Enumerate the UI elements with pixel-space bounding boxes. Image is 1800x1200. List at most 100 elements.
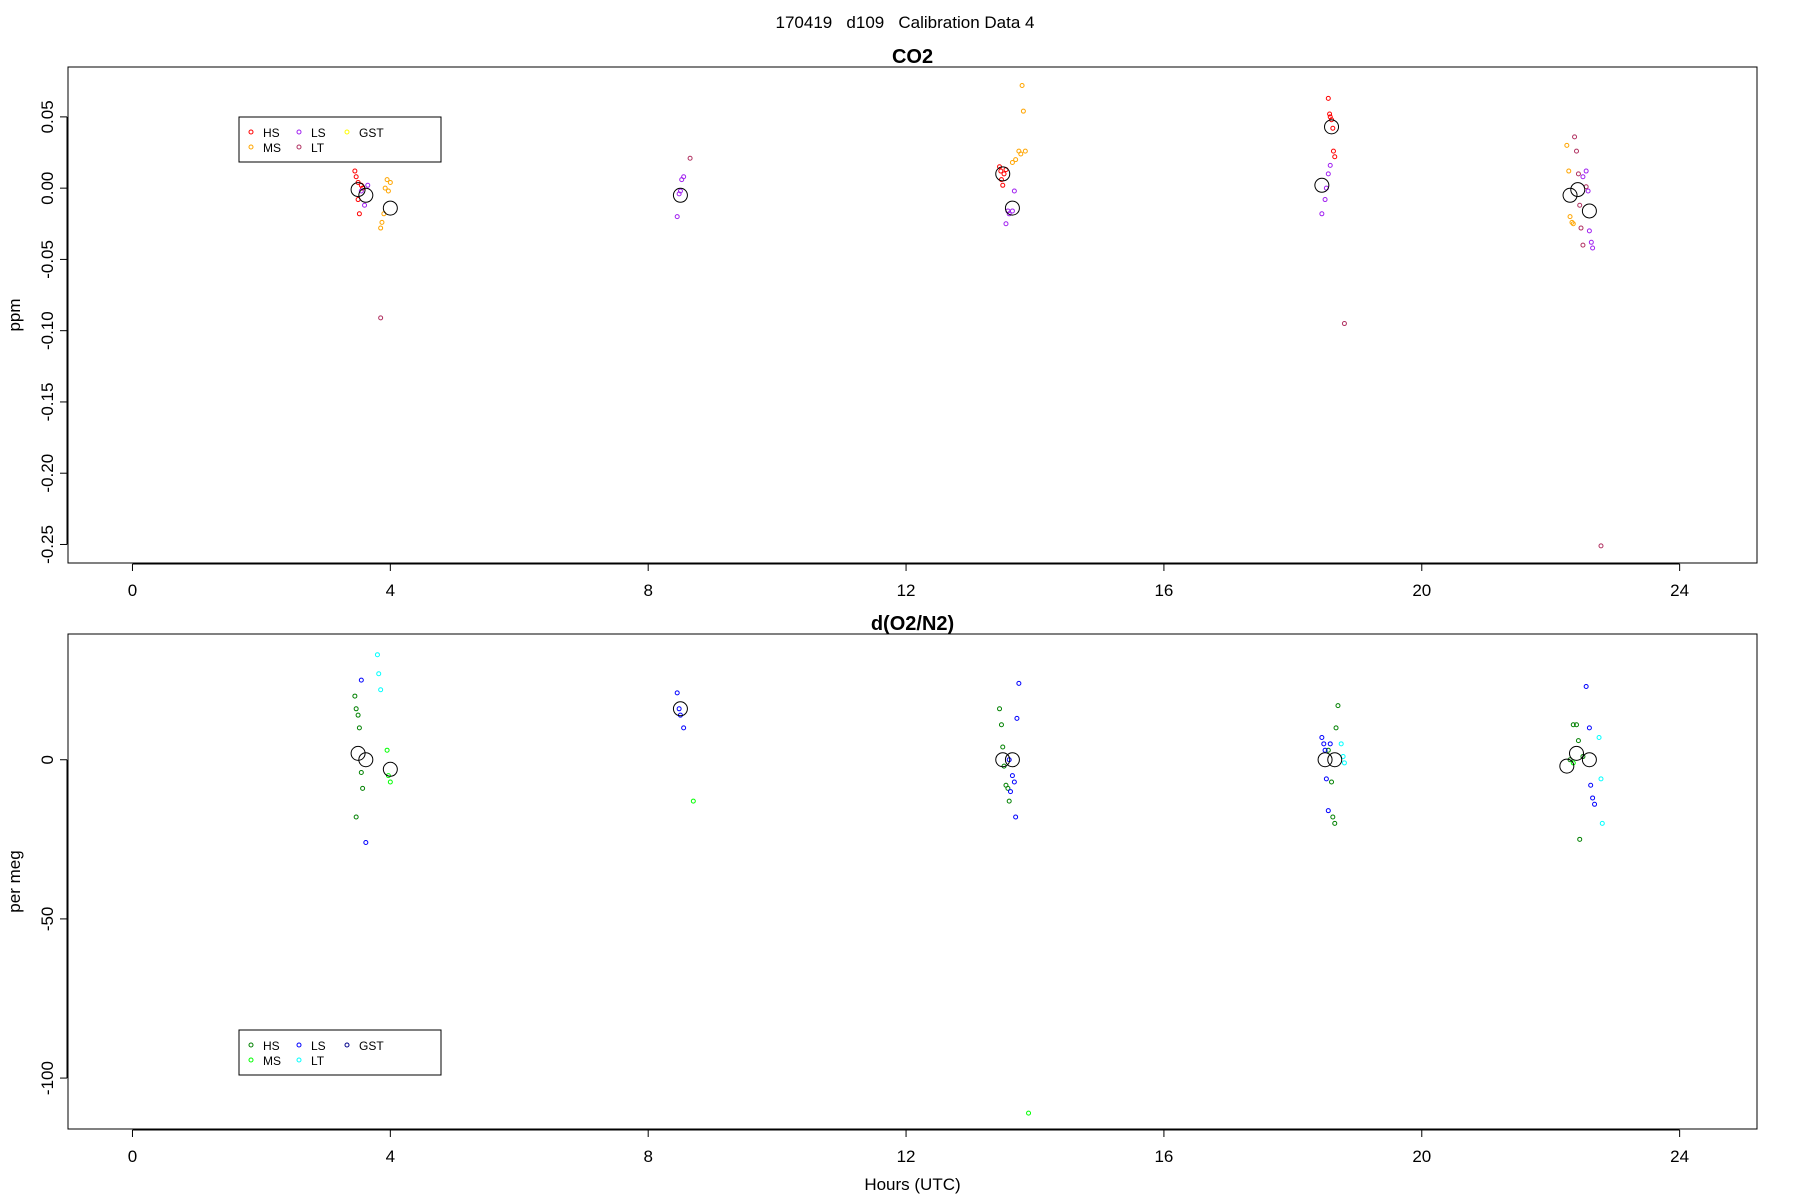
legend-marker [296, 129, 302, 135]
data-point [1330, 148, 1336, 154]
legend-label: LT [311, 1054, 325, 1068]
data-point [384, 177, 390, 183]
series-ms [378, 83, 1576, 231]
plot-panel-2: d(O2/N2) 0 4 8 12 16 20 24 0 -50 -100 per meg Hours … [5, 613, 1758, 1194]
data-point [1319, 211, 1325, 217]
data-point [1590, 795, 1596, 801]
data-point [385, 188, 391, 194]
mean-point [1004, 752, 1020, 768]
data-point [998, 168, 1004, 174]
y-tick-label: -0.05 [38, 240, 57, 279]
x-tick-label: 4 [386, 1147, 395, 1166]
y-tick-label: 0 [38, 755, 57, 764]
data-point [387, 779, 393, 785]
y-tick-label: -0.20 [38, 454, 57, 493]
data-point [358, 677, 364, 683]
x-tick-label: 8 [643, 1147, 652, 1166]
data-point [674, 214, 680, 220]
data-point [1001, 171, 1007, 177]
data-point [1335, 703, 1341, 709]
data-point [1588, 239, 1594, 245]
data-point [1566, 168, 1572, 174]
mean-point [672, 701, 688, 717]
data-point [1005, 785, 1011, 791]
legend-label: GST [359, 126, 384, 140]
data-point [1325, 95, 1331, 101]
data-point [1009, 159, 1015, 165]
y-tick-label: -0.25 [38, 525, 57, 564]
data-point [1329, 779, 1335, 785]
data-point [1007, 789, 1013, 795]
data-point [1575, 738, 1581, 744]
data-point [1325, 808, 1331, 814]
data-point [1330, 125, 1336, 131]
y-axis-label: per meg [5, 850, 24, 912]
legend-marker [344, 129, 350, 135]
data-point [676, 191, 682, 197]
data-point [1322, 197, 1328, 203]
data-point [1580, 174, 1586, 180]
data-point [1020, 108, 1026, 114]
mean-point [1568, 745, 1584, 761]
plot-frame [67, 633, 1758, 1130]
data-point [1327, 741, 1333, 747]
data-point [681, 174, 687, 180]
data-point [1014, 715, 1020, 721]
data-point [365, 182, 371, 188]
data-point [676, 706, 682, 712]
plot-title: CO2 [892, 46, 933, 68]
data-point [382, 185, 388, 191]
data-point [1578, 225, 1584, 231]
x-tick-label: 16 [1154, 581, 1173, 600]
legend-marker [248, 144, 254, 150]
data-point [356, 211, 362, 217]
data-point [1013, 814, 1019, 820]
data-point [358, 188, 364, 194]
plot-title: d(O2/N2) [871, 613, 954, 635]
mean-point [1562, 187, 1578, 203]
y-tick-label: -0.15 [38, 383, 57, 422]
data-point [1323, 776, 1329, 782]
y-tick-label: 0.05 [38, 100, 57, 133]
data-point [690, 798, 696, 804]
data-point [360, 785, 366, 791]
data-point [379, 219, 385, 225]
data-point [387, 179, 393, 185]
series-ls [358, 677, 1598, 846]
data-point [1580, 242, 1586, 248]
data-point [352, 693, 358, 699]
series-hs [352, 95, 1338, 217]
data-point [1341, 321, 1347, 327]
series-lt [374, 652, 1605, 826]
legend-marker [344, 1042, 350, 1048]
figure-title: 170419 d109 Calibration Data 4 [776, 13, 1035, 32]
data-point [1585, 188, 1591, 194]
mean-point [350, 182, 366, 198]
data-point [1592, 801, 1598, 807]
data-point [374, 652, 380, 658]
y-tick-label: -100 [38, 1061, 57, 1095]
data-point [1583, 168, 1589, 174]
data-point [1577, 202, 1583, 208]
data-point [1330, 814, 1336, 820]
data-point [1000, 744, 1006, 750]
data-point [677, 188, 683, 194]
data-point [1327, 162, 1333, 168]
data-point [1572, 134, 1578, 140]
legend-label: MS [263, 1054, 281, 1068]
data-point [998, 722, 1004, 728]
data-point [674, 690, 680, 696]
legend-label: MS [263, 141, 281, 155]
data-point [1577, 836, 1583, 842]
legend-marker [248, 1057, 254, 1063]
data-point [1598, 543, 1604, 549]
legend-box [238, 116, 442, 163]
data-point [353, 706, 359, 712]
data-point [1013, 157, 1019, 163]
data-point [358, 769, 364, 775]
mean-point [358, 187, 374, 203]
data-point [1321, 741, 1327, 747]
data-point [363, 840, 369, 846]
data-point [1006, 798, 1012, 804]
